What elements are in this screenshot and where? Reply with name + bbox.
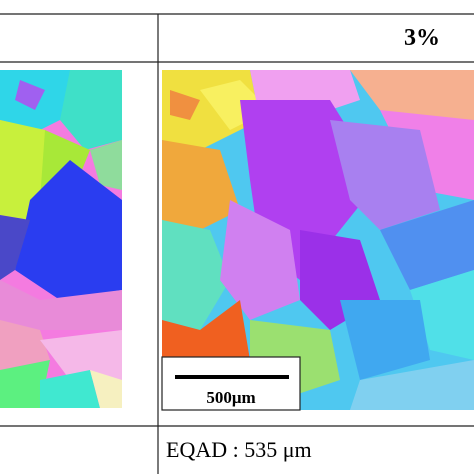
scale-bar-label: 500μm (206, 388, 255, 407)
scale-bar (175, 375, 289, 379)
scale-bar-box (161, 356, 301, 411)
eqad-value: EQAD : 535 μm (166, 437, 312, 462)
table-lines (0, 13, 474, 474)
ebsd-map-right (162, 70, 474, 410)
ebsd-map-left (0, 70, 122, 408)
column-header: 3% (404, 25, 440, 51)
